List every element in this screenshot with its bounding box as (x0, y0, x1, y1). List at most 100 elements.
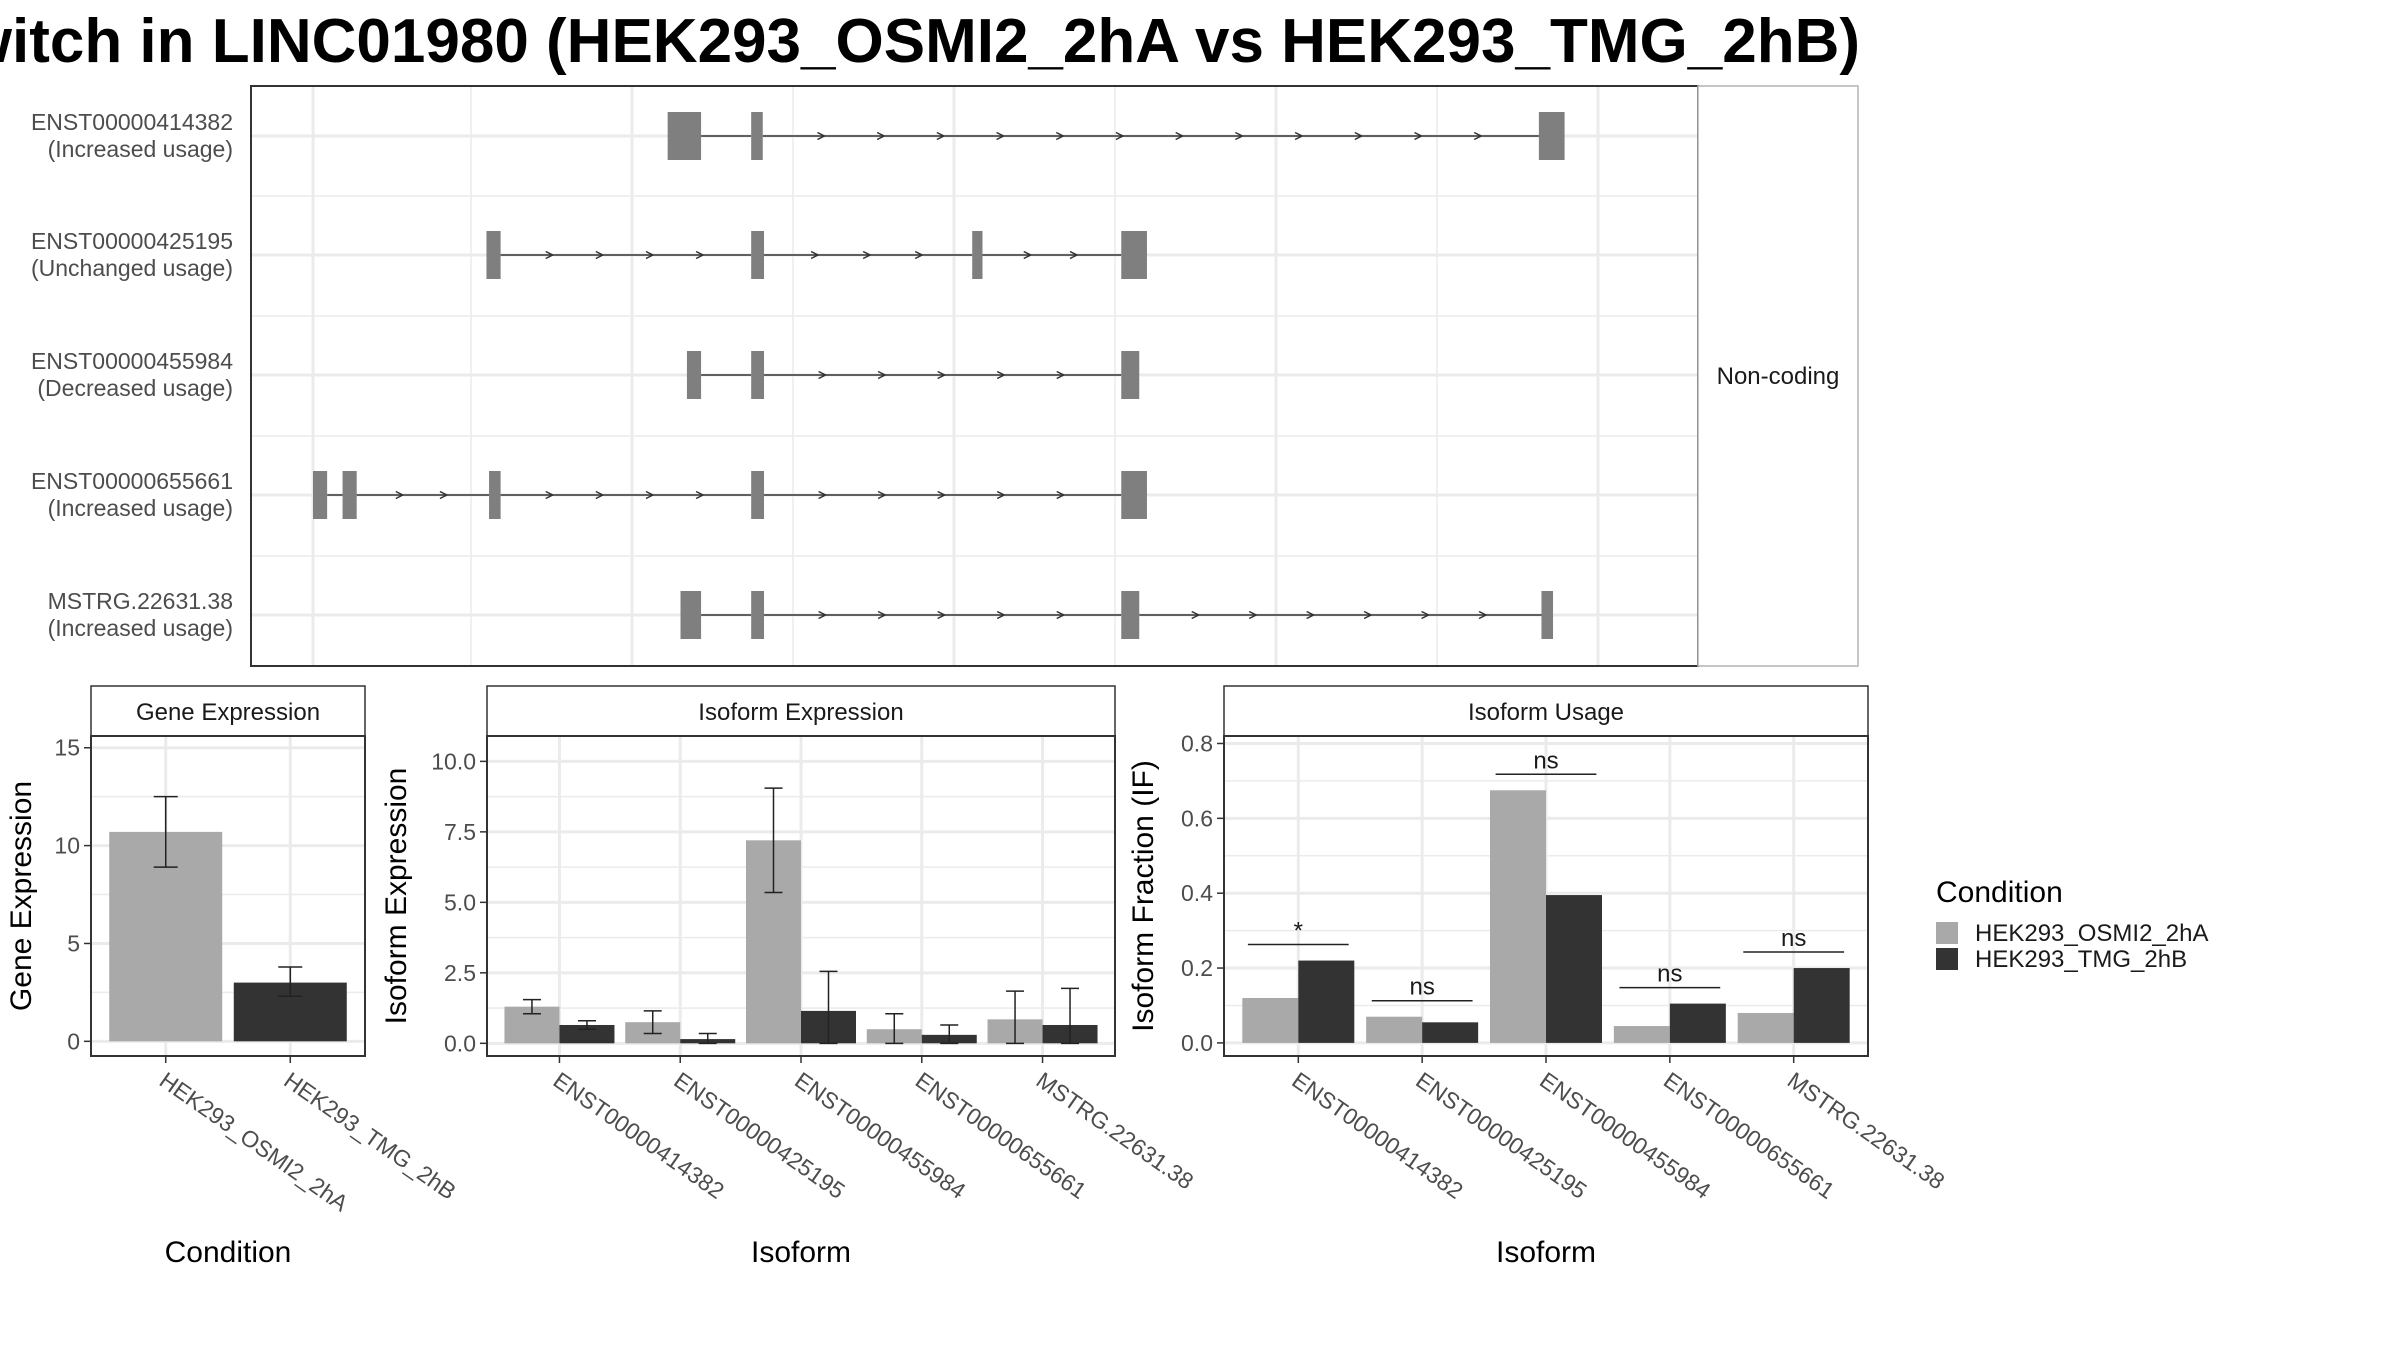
y-tick-label: 0.6 (1181, 805, 1213, 831)
y-tick-label: 15 (54, 735, 80, 761)
intron-arrow (1306, 610, 1316, 620)
chart-title-text: Isoform switch in LINC01980 (HEK293_OSMI… (0, 7, 1860, 76)
intron-arrow (695, 250, 705, 260)
bar (1366, 1016, 1423, 1043)
intron-arrow (862, 250, 872, 260)
intron-arrow (595, 250, 605, 260)
transcript-id-label: ENST00000425195 (31, 228, 233, 254)
bar (1298, 960, 1355, 1043)
y-axis-title: Isoform Fraction (IF) (1127, 760, 1160, 1032)
y-tick-label: 0 (67, 1028, 80, 1054)
y-tick-label: 5.0 (444, 889, 476, 915)
intron-arrow (818, 610, 828, 620)
strip-title: Isoform Usage (1468, 699, 1624, 726)
transcript-id-label: MSTRG.22631.38 (48, 588, 233, 614)
bar (559, 1024, 615, 1044)
exon-block (342, 471, 357, 519)
exon-block (1121, 351, 1140, 399)
y-tick-label: 0.0 (444, 1030, 476, 1056)
transcript-id-label: ENST00000414382 (31, 109, 233, 135)
y-tick-label: 10 (54, 833, 80, 859)
intron-arrow (1363, 610, 1373, 620)
intron-arrow (439, 490, 449, 500)
y-tick-label: 0.2 (1181, 955, 1213, 981)
significance-label: ns (1781, 925, 1806, 952)
intron-arrow (937, 370, 947, 380)
intron-arrow (1421, 610, 1431, 620)
exon-block (751, 591, 765, 639)
intron-arrow (1056, 610, 1066, 620)
intron-arrow (996, 131, 1006, 141)
y-tick-label: 7.5 (444, 819, 476, 845)
intron-arrow (1473, 131, 1483, 141)
intron-arrow (545, 490, 555, 500)
strip-title: Gene Expression (136, 699, 320, 726)
transcript-usage-label: (Unchanged usage) (31, 255, 233, 281)
y-tick-label: 0.8 (1181, 730, 1213, 756)
intron-arrow (1294, 131, 1304, 141)
bar (1242, 997, 1299, 1043)
intron-arrow (1191, 610, 1201, 620)
transcript-usage-label: (Increased usage) (48, 495, 233, 521)
intron-arrow (810, 250, 820, 260)
bar (1669, 1003, 1726, 1043)
exon-block (680, 591, 702, 639)
intron-arrow (1248, 610, 1258, 620)
exon-block (751, 231, 765, 279)
intron-arrow (1055, 131, 1065, 141)
intron-arrow (996, 370, 1006, 380)
transcript-usage-label: (Decreased usage) (37, 375, 233, 401)
intron-arrow (817, 131, 827, 141)
intron-arrow (645, 490, 655, 500)
legend-label: HEK293_OSMI2_2hA (1975, 920, 2208, 947)
intron-arrow (877, 370, 887, 380)
legend-label: HEK293_TMG_2hB (1975, 946, 2187, 973)
intron-arrow (818, 490, 828, 500)
intron-arrow (1478, 610, 1488, 620)
exon-block (972, 231, 983, 279)
significance-label: ns (1409, 974, 1434, 1001)
intron-arrow (1023, 250, 1033, 260)
exon-block (1121, 231, 1147, 279)
transcript-id-label: ENST00000455984 (31, 348, 233, 374)
intron-arrow (818, 370, 828, 380)
exon-block (686, 351, 702, 399)
intron-arrow (996, 490, 1006, 500)
intron-arrow (876, 131, 886, 141)
intron-arrow (695, 490, 705, 500)
transcript-id-label: ENST00000655661 (31, 468, 233, 494)
strip-title: Isoform Expression (698, 699, 903, 726)
transcript-usage-label: (Increased usage) (48, 615, 233, 641)
exon-block (489, 471, 501, 519)
exon-block (1121, 591, 1140, 639)
intron-arrow (936, 131, 946, 141)
y-axis-title: Isoform Expression (380, 768, 413, 1025)
legend-swatch (1936, 948, 1958, 970)
chart-title: Isoform switch in LINC01980 (HEK293_OSMI… (0, 6, 1860, 86)
x-axis-title: Condition (165, 1236, 292, 1269)
y-tick-label: 0.4 (1181, 880, 1213, 906)
transcript-usage-label: (Increased usage) (48, 136, 233, 162)
intron-arrow (545, 250, 555, 260)
exon-block (1541, 591, 1554, 639)
x-axis-title: Isoform (1496, 1236, 1596, 1269)
bar (1546, 895, 1602, 1043)
bar (1490, 790, 1546, 1043)
legend-title: Condition (1936, 876, 2063, 909)
intron-arrow (937, 610, 947, 620)
intron-arrow (1115, 131, 1125, 141)
exon-block (667, 112, 702, 160)
intron-arrow (877, 610, 887, 620)
exon-block (1121, 471, 1147, 519)
intron-arrow (395, 490, 405, 500)
isoform-expression-panel: Isoform Expression0.02.55.07.510.0ENST00… (380, 685, 1198, 1269)
bar (1793, 968, 1850, 1043)
exon-block (313, 471, 328, 519)
significance-label: * (1294, 918, 1303, 945)
intron-arrow (1175, 131, 1185, 141)
isoform-usage-panel: Isoform Usage*nsnsnsns0.00.20.40.60.8ENS… (1127, 685, 1950, 1269)
x-axis-title: Isoform (751, 1236, 851, 1269)
